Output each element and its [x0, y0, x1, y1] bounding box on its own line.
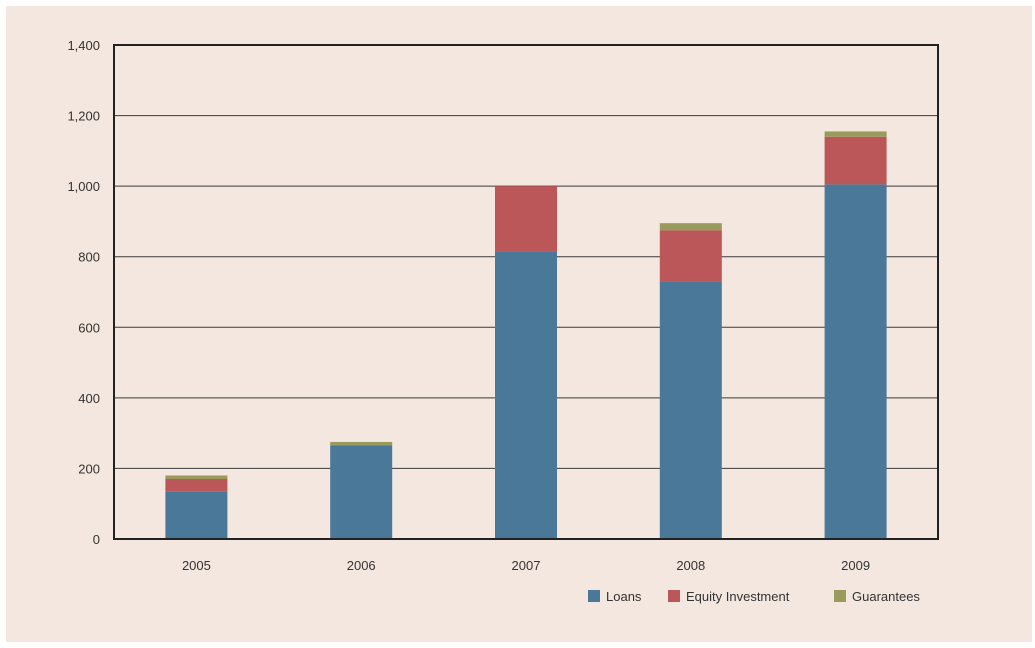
bar-2007-loans [495, 251, 557, 539]
y-tick-label: 600 [78, 320, 100, 335]
y-axis-ticks: 0 200 400 600 800 1,000 1,200 1,400 [67, 38, 100, 547]
plot-frame [113, 44, 939, 540]
legend-label: Equity Investment [686, 589, 790, 604]
x-tick-label: 2005 [182, 558, 211, 573]
y-tick-label: 1,000 [67, 179, 100, 194]
chart-panel: 0 200 400 600 800 1,000 1,200 1,400 2005 2006 200… [6, 6, 1032, 642]
bar-2009-equity-investment [824, 136, 887, 185]
bar-2007-equity-investment [495, 186, 557, 252]
x-tick-label: 2006 [347, 558, 376, 573]
legend-item-loans: Loans [588, 589, 642, 604]
bar-2008-loans [659, 281, 722, 539]
bar-2005-loans [165, 491, 228, 539]
y-tick-label: 200 [78, 461, 100, 476]
legend-swatch [668, 590, 680, 602]
x-tick-label: 2009 [841, 558, 870, 573]
legend-swatch [834, 590, 846, 602]
bar-2008-guarantees [659, 223, 722, 231]
x-tick-label: 2008 [676, 558, 705, 573]
bar-2006-loans [330, 445, 393, 539]
legend-item-equity-investment: Equity Investment [668, 589, 790, 604]
legend-item-guarantees: Guarantees [834, 589, 920, 604]
y-tick-label: 400 [78, 391, 100, 406]
y-tick-label: 1,200 [67, 109, 100, 124]
y-tick-label: 800 [78, 250, 100, 265]
legend-label: Guarantees [852, 589, 920, 604]
bar-2009-loans [824, 184, 887, 539]
x-axis-ticks: 2005 2006 2007 2008 2009 [182, 558, 870, 573]
legend: Loans Equity Investment Guarantees [588, 589, 920, 604]
bar-2009-guarantees [824, 131, 887, 137]
y-tick-label: 0 [93, 532, 100, 547]
legend-label: Loans [606, 589, 642, 604]
bar-2008-equity-investment [659, 230, 722, 282]
bars [165, 131, 887, 539]
y-tick-label: 1,400 [67, 38, 100, 53]
bar-2005-equity-investment [165, 479, 228, 492]
legend-swatch [588, 590, 600, 602]
bar-2005-guarantees [165, 475, 228, 480]
bar-2006-guarantees [330, 441, 393, 446]
x-tick-label: 2007 [512, 558, 541, 573]
